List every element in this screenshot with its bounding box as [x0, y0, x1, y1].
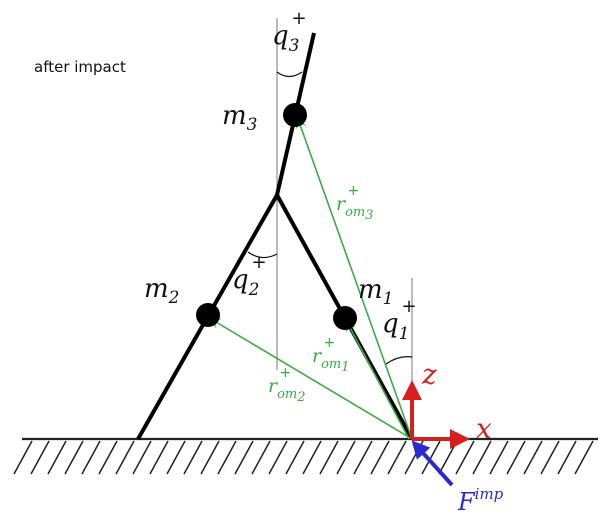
hatch-stroke [217, 440, 237, 475]
axis-x-label: x [476, 412, 492, 445]
hatch-stroke [336, 440, 356, 475]
point-masses [196, 103, 357, 330]
hatch-stroke [166, 440, 186, 475]
hatch-stroke [421, 440, 441, 475]
angle-label-q3: q3+ [272, 8, 307, 56]
vector-label-r-om3: rom3+ [336, 183, 374, 223]
angle-arcs [247, 71, 413, 365]
angle-label-q1: q1+ [382, 296, 417, 344]
hatch-stroke [472, 440, 492, 475]
axis-z-label: z [421, 358, 437, 391]
hatch-stroke [115, 440, 135, 475]
hatch-stroke [455, 440, 475, 475]
hatch-stroke [64, 440, 84, 475]
hatch-stroke [574, 440, 594, 475]
mass-label-m1: m1 [358, 275, 393, 309]
hatch-stroke [438, 440, 458, 475]
caption-text: after impact [34, 58, 126, 76]
hatch-stroke [557, 440, 577, 475]
angle-arc-q2 [247, 251, 278, 259]
angle-arc-q1 [385, 356, 413, 365]
hatch-stroke [200, 440, 220, 475]
hatch-stroke [98, 440, 118, 475]
hatch-stroke [506, 440, 526, 475]
hatch-stroke [47, 440, 67, 475]
angle-arc-q3 [276, 71, 303, 78]
hatch-stroke [387, 440, 407, 475]
vector-r-om3 [295, 116, 413, 440]
hatch-stroke [353, 440, 373, 475]
vector-r-om1 [345, 320, 410, 440]
vector-r-om2 [209, 317, 413, 440]
impact-force-arrow [411, 440, 454, 487]
hatch-stroke [183, 440, 203, 475]
hatch-stroke [30, 440, 50, 475]
hatch-stroke [370, 440, 390, 475]
hatch-stroke [523, 440, 543, 475]
angle-label-q2: q2+ [232, 252, 267, 300]
ground-hatching [13, 440, 594, 475]
hatch-stroke [540, 440, 560, 475]
position-vectors [209, 116, 413, 440]
impact-force-label: Fimp [457, 485, 504, 516]
hatch-stroke [319, 440, 339, 475]
hatch-stroke [81, 440, 101, 475]
hatch-stroke [285, 440, 305, 475]
vector-label-r-om2: rom2+ [268, 365, 306, 405]
mass-m1-dot [333, 306, 357, 330]
mass-label-m2: m2 [144, 274, 179, 308]
hatch-stroke [251, 440, 271, 475]
vector-label-r-om1: rom1+ [312, 335, 350, 375]
hatch-stroke [149, 440, 169, 475]
hatch-stroke [489, 440, 509, 475]
hatch-stroke [268, 440, 288, 475]
mass-label-m3: m3 [222, 101, 257, 135]
mass-m3-dot [283, 103, 307, 127]
hatch-stroke [13, 440, 33, 475]
hatch-stroke [302, 440, 322, 475]
hatch-stroke [132, 440, 152, 475]
coordinate-axes [402, 380, 470, 449]
hatch-stroke [234, 440, 254, 475]
mass-m2-dot [196, 303, 220, 327]
ground [13, 437, 598, 475]
